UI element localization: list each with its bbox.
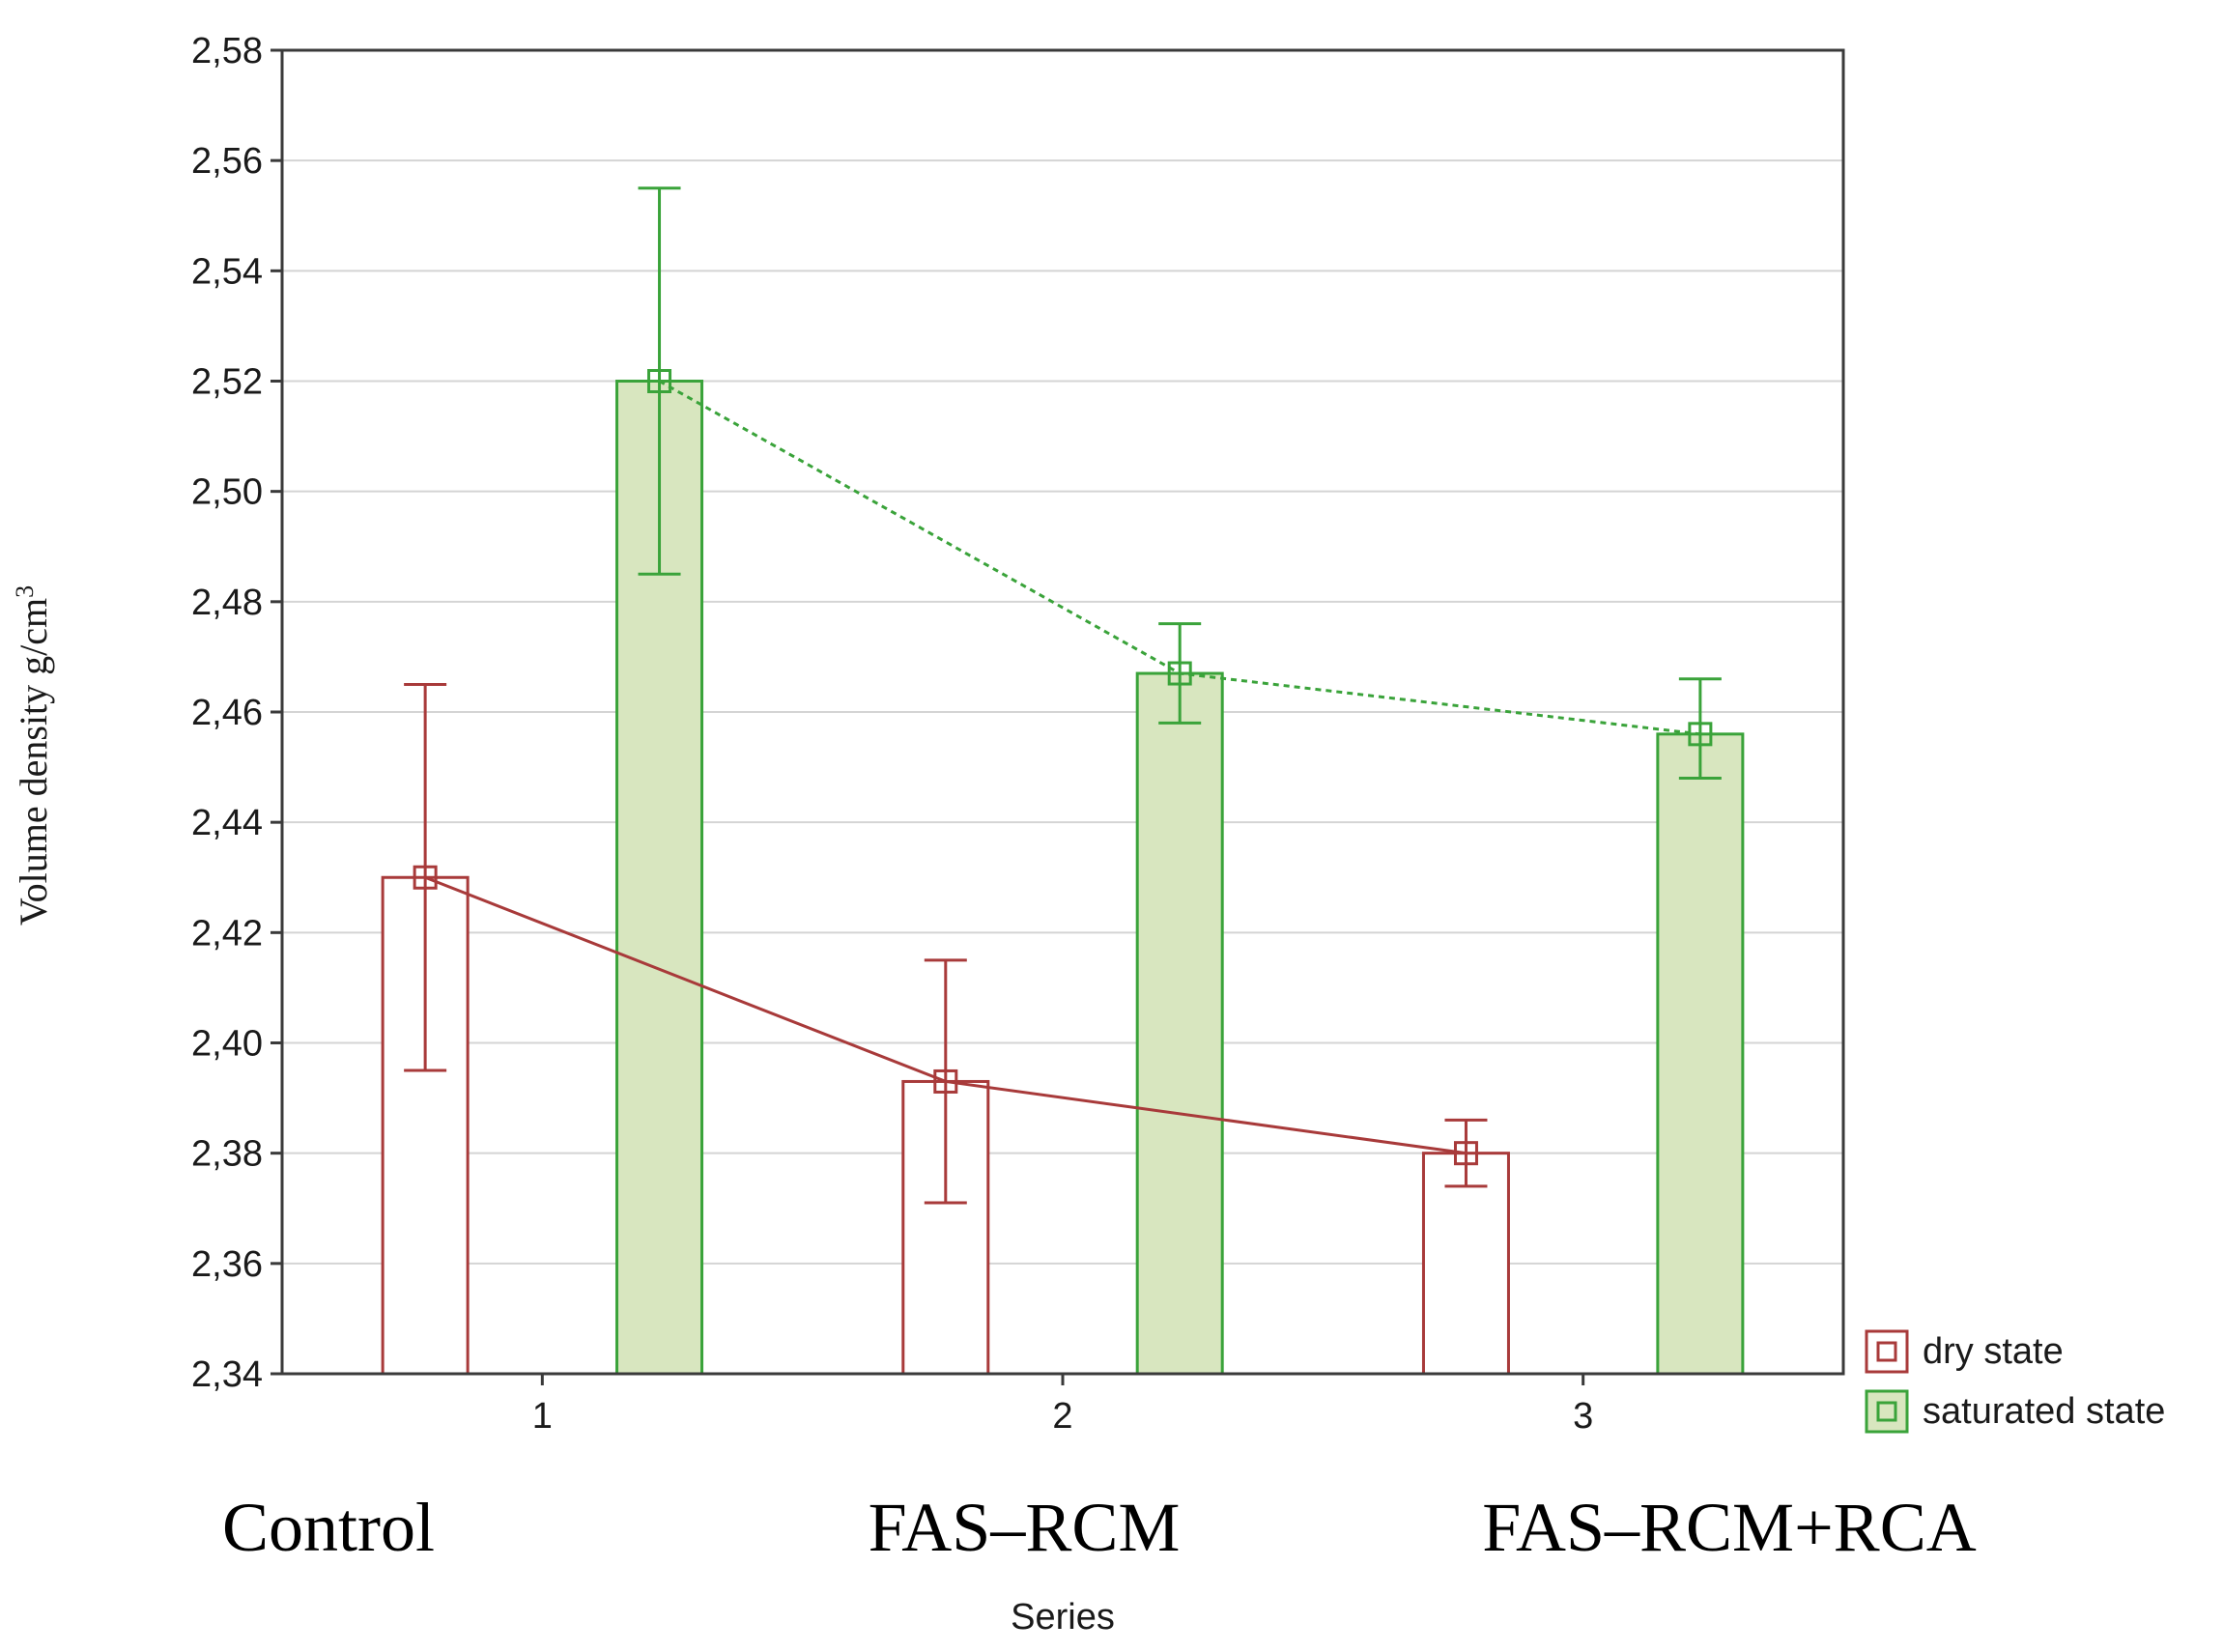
data-point-marker — [1688, 722, 1713, 747]
legend-marker-dry-state — [1876, 1341, 1897, 1362]
y-tick-label: 2,34 — [191, 1354, 263, 1395]
group-label: Control — [222, 1489, 435, 1566]
y-tick-label: 2,40 — [191, 1024, 263, 1065]
y-tick-label: 2,52 — [191, 362, 263, 403]
group-label: FAS–RCM — [869, 1489, 1181, 1566]
y-axis-title: Volume density g/cm3 — [11, 585, 56, 926]
x-tick-label: 1 — [532, 1396, 553, 1437]
legend-swatch-dry-state — [1865, 1329, 1909, 1374]
y-tick-label: 2,46 — [191, 693, 263, 733]
grid-lines — [282, 159, 1843, 1265]
legend: dry state saturated state — [1865, 1329, 2165, 1434]
y-tick-label: 2,38 — [191, 1134, 263, 1175]
y-tick-label: 2,50 — [191, 472, 263, 513]
group-label: FAS–RCM+RCA — [1482, 1489, 1976, 1566]
error-bars — [404, 186, 1722, 1205]
y-tick-label: 2,36 — [191, 1244, 263, 1285]
y-axis-title-superscript: 3 — [11, 585, 39, 598]
x-tick-label: 3 — [1573, 1396, 1593, 1437]
bar — [1135, 671, 1224, 1376]
y-tick-label: 2,54 — [191, 251, 263, 292]
x-tick-label: 2 — [1052, 1396, 1072, 1437]
data-point-marker — [647, 369, 672, 393]
data-point-marker — [1167, 661, 1192, 686]
legend-marker-saturated-state — [1876, 1401, 1897, 1422]
legend-label-dry-state: dry state — [1923, 1331, 2064, 1372]
y-tick-label: 2,44 — [191, 803, 263, 843]
x-axis-ticks: 1 2 3 — [532, 1374, 1593, 1437]
data-point-marker — [933, 1068, 958, 1094]
bars — [381, 380, 1745, 1376]
legend-label-saturated-state: saturated state — [1923, 1391, 2165, 1432]
data-point-marker — [1453, 1141, 1478, 1166]
y-tick-label: 2,56 — [191, 141, 263, 182]
x-axis-title: Series — [1011, 1597, 1115, 1638]
group-labels: Control FAS–RCM FAS–RCM+RCA — [222, 1489, 1977, 1566]
legend-swatch-saturated-state — [1865, 1389, 1909, 1434]
y-axis-title-main: Volume density g/cm — [12, 598, 55, 926]
data-point-marker — [413, 865, 438, 890]
bar — [1656, 732, 1745, 1376]
y-axis-ticks: 2,34 2,36 2,38 2,40 2,42 2,44 2,46 2,48 2,50 2,52… — [191, 31, 282, 1395]
y-tick-label: 2,42 — [191, 913, 263, 954]
bar — [1421, 1152, 1510, 1376]
y-tick-label: 2,58 — [191, 31, 263, 71]
y-tick-label: 2,48 — [191, 583, 263, 623]
